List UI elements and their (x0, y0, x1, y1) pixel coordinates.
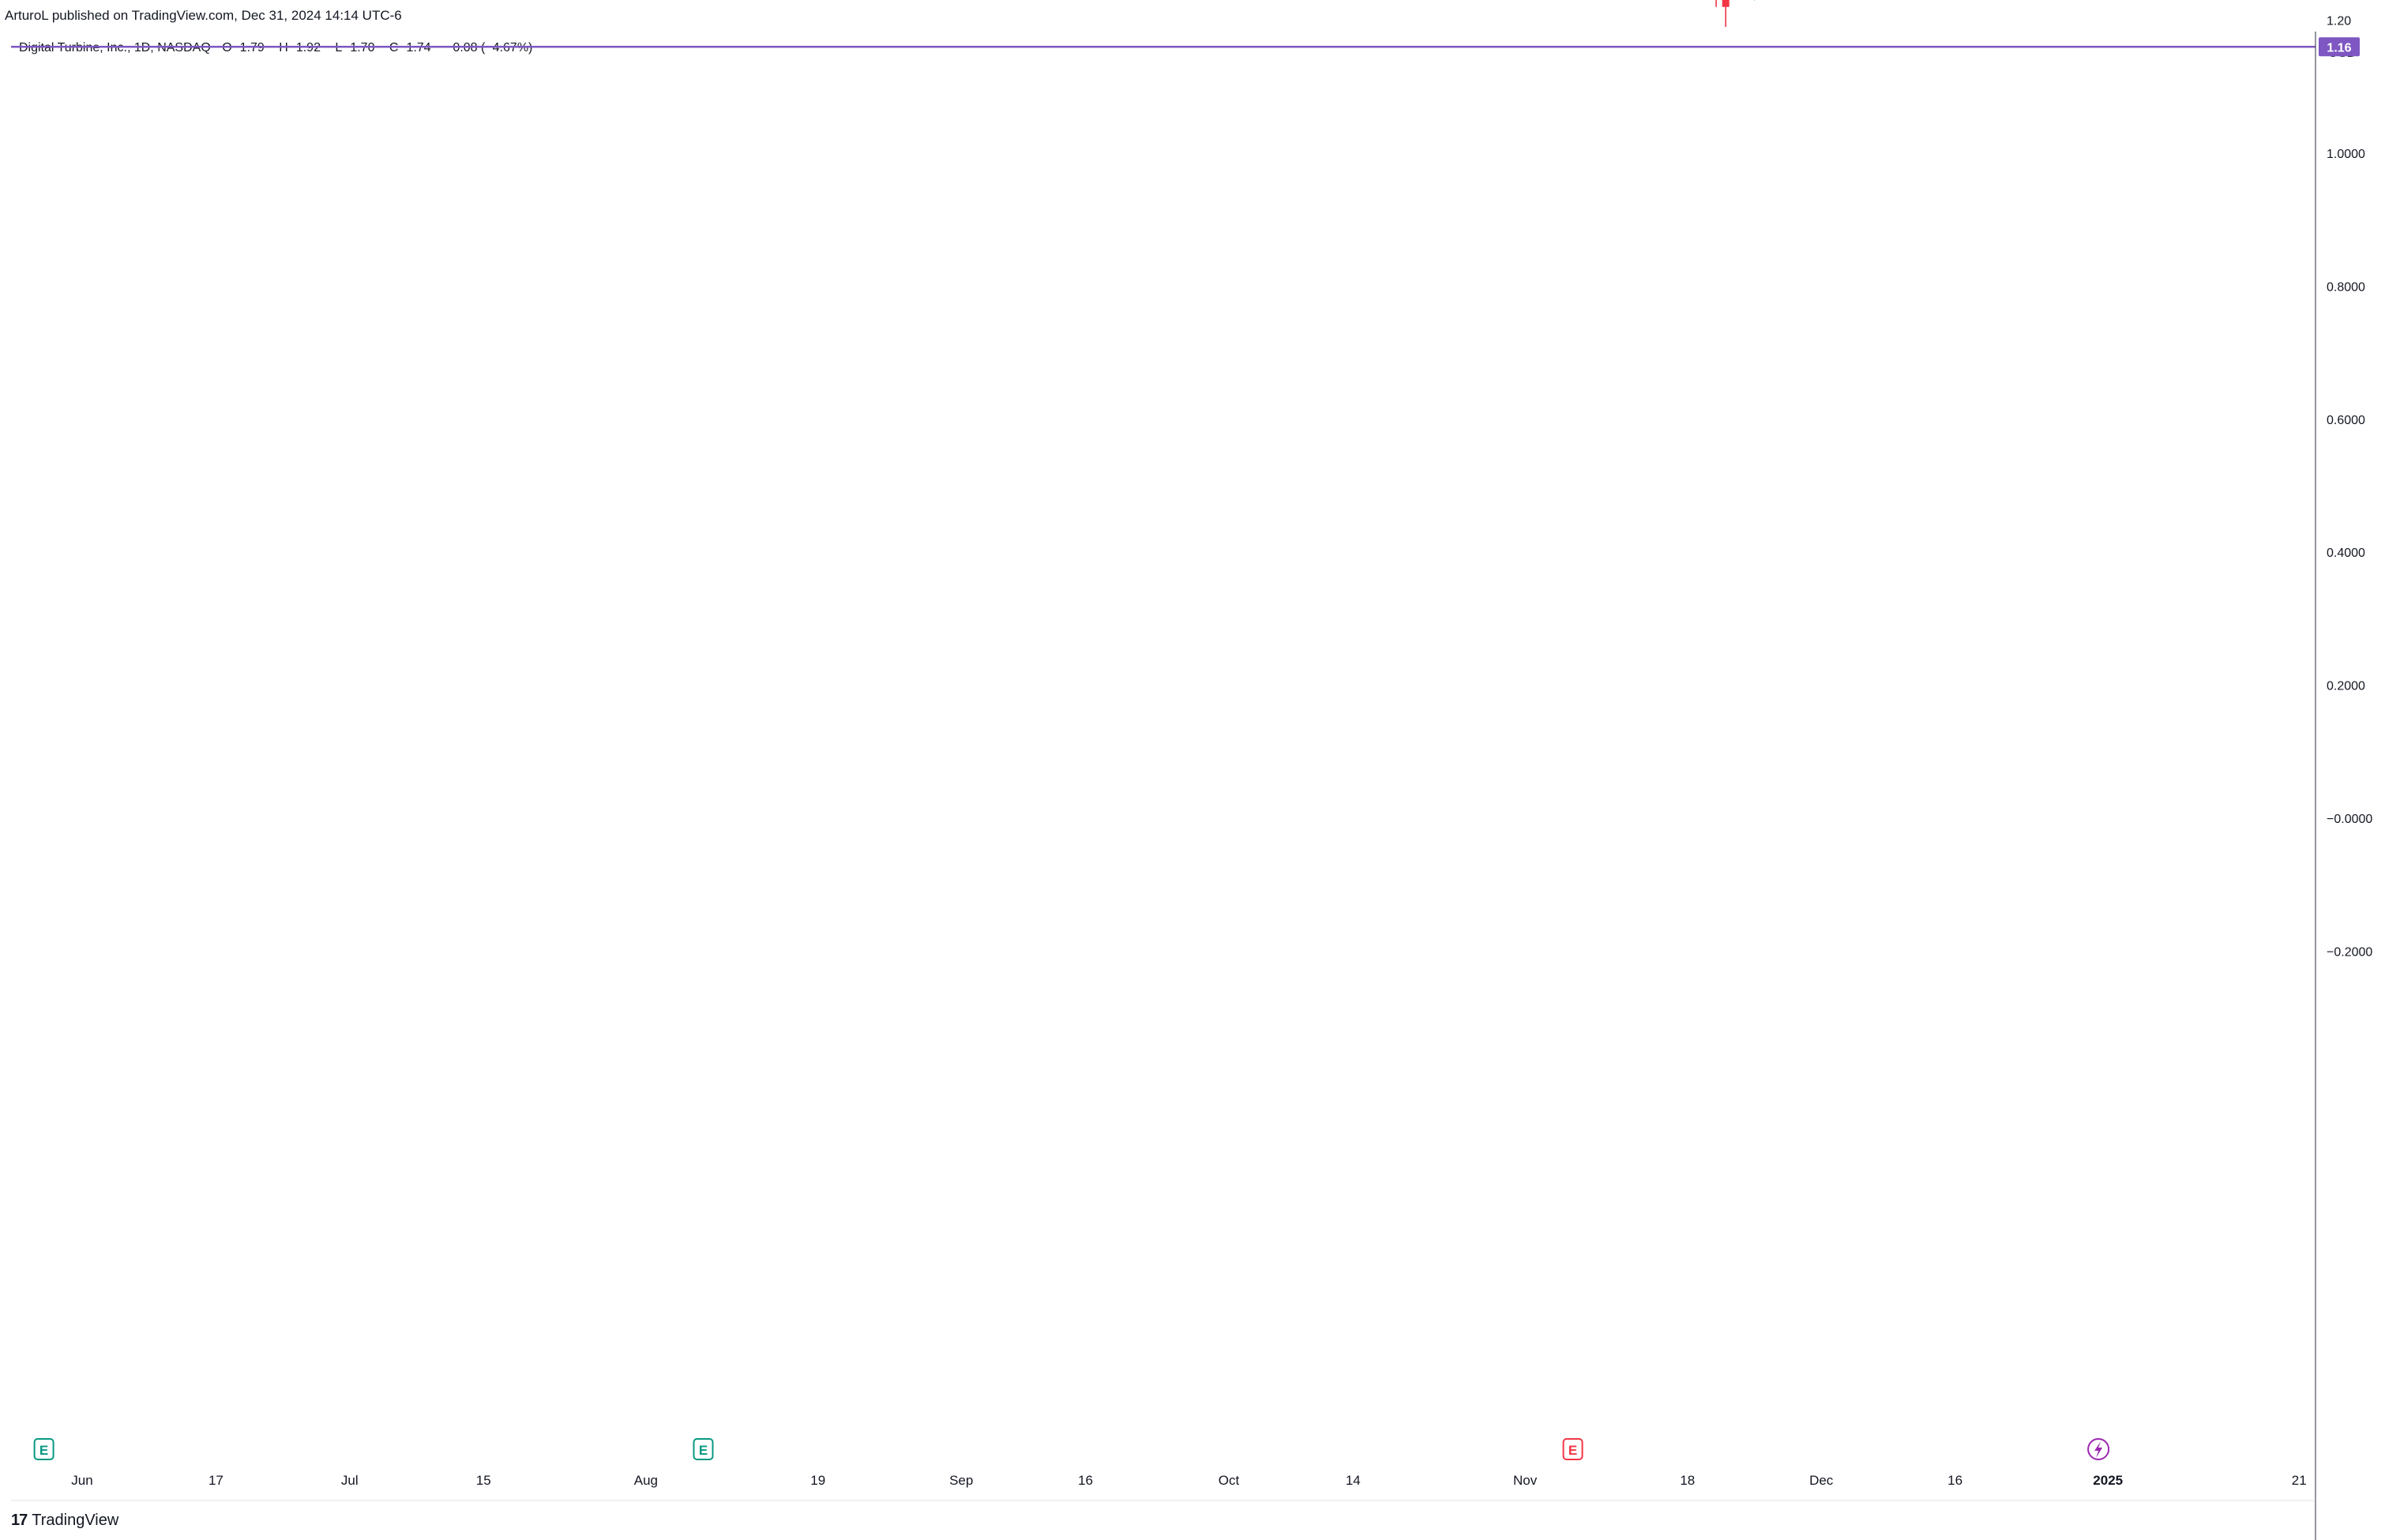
price-label-bg (2319, 37, 2360, 57)
earnings-icon[interactable]: E (693, 1438, 714, 1460)
candle (1715, 0, 1717, 7)
time-tick: Dec (1809, 1473, 1834, 1488)
price-tick: 0.2000 (2327, 680, 2365, 693)
price-label: 1.16 (2319, 37, 2360, 57)
earnings-icon[interactable]: E (33, 1438, 54, 1460)
time-tick: 16 (1947, 1473, 1962, 1488)
lightning-icon[interactable] (2087, 1438, 2110, 1460)
time-tick: 19 (810, 1473, 825, 1488)
tradingview-brand-text: TradingView (32, 1512, 119, 1529)
time-tick: 17 (208, 1473, 223, 1488)
price-tick: −0.0000 (2327, 813, 2372, 826)
publish-info: ArturoL published on TradingView.com, De… (5, 8, 402, 23)
time-tick: 2025 (2093, 1473, 2123, 1488)
time-tick: 14 (1346, 1473, 1361, 1488)
earnings-icon-label: E (699, 1443, 708, 1458)
price-tick: 0.8000 (2327, 280, 2365, 294)
earnings-icon-frame (693, 1438, 714, 1460)
earnings-icon-label: E (1568, 1443, 1577, 1458)
price-label-text: 1.16 (2327, 41, 2351, 54)
candles-layer (1715, 0, 1756, 28)
time-tick: 21 (2292, 1473, 2307, 1488)
tradingview-logo[interactable]: 17 TradingView (11, 1512, 118, 1530)
drawings-layer (11, 46, 2315, 48)
price-tick: 0.4000 (2327, 547, 2365, 560)
price-tick: 0.6000 (2327, 414, 2365, 427)
time-tick: Sep (949, 1473, 973, 1488)
time-tick: 16 (1078, 1473, 1093, 1488)
candle-body (1722, 0, 1730, 7)
price-tick: 1.0000 (2327, 148, 2365, 161)
candle (1722, 0, 1730, 28)
time-tick: Nov (1513, 1473, 1538, 1488)
time-tick: 18 (1680, 1473, 1695, 1488)
time-tick: Jun (71, 1473, 92, 1488)
lightning-icon-bolt (2094, 1441, 2103, 1458)
price-axis: 3.803.603.403.203.002.802.602.402.202.00… (2327, 15, 2372, 960)
price-tick: −0.2000 (2327, 945, 2372, 959)
time-tick: Jul (341, 1473, 359, 1488)
earnings-icon-label: E (39, 1443, 48, 1458)
earnings-icon-frame (33, 1438, 54, 1460)
time-tick: 15 (476, 1473, 491, 1488)
price-tick: 1.20 (2327, 15, 2351, 28)
time-tick: Aug (634, 1473, 658, 1488)
earnings-icon-frame (1562, 1438, 1583, 1460)
time-tick: Oct (1219, 1473, 1240, 1488)
time-axis: Jun 17 Jul 15 Aug 19 Sep 16 Oct 14 Nov 18 Dec 16 2025 2… (71, 1473, 2307, 1488)
price-axis-labels: 2.462.421.741.7445:08APPS1.561.401.16 (2319, 37, 2360, 57)
tradingview-mark-icon: 17 (11, 1512, 28, 1529)
earnings-icon[interactable]: E (1562, 1438, 1583, 1460)
